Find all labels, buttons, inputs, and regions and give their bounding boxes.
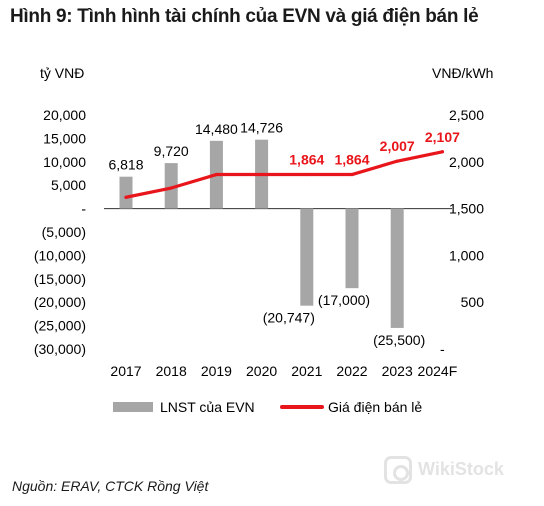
legend: LNST của EVN Giá điện bán lẻ [113,399,422,415]
line-series: 1,864 1,864 2,007 2,107 [124,129,460,199]
line-point [124,195,128,199]
right-tick-label: 1,000 [449,247,484,263]
x-tick-label: 2023 [382,363,413,379]
bar-data-label: 14,480 [195,121,238,137]
bar [345,208,359,289]
line-data-label: 1,864 [289,152,324,168]
bar-data-label: (17,000) [318,292,370,308]
right-tick-label: 2,000 [449,154,484,170]
bar-data-label: (20,747) [263,310,315,326]
watermark-text: WikiStock [418,458,504,479]
x-tick-label: 2020 [246,363,277,379]
line-point [440,150,444,154]
bar-data-label: 14,726 [240,120,283,136]
left-tick-label: (30,000) [34,341,86,357]
watermark: WikiStock [384,456,504,484]
line-data-label: 2,107 [425,129,460,145]
legend-line-label: Giá điện bán lẻ [328,399,422,415]
right-tick-label: 2,500 [449,107,484,123]
legend-bar-label: LNST của EVN [160,399,255,415]
right-tick-label: - [440,341,445,357]
line-point [305,172,309,177]
bar-data-label: (25,500) [373,332,425,348]
left-tick-label: - [81,201,86,217]
left-tick-label: (15,000) [34,271,86,287]
line-point [350,172,354,177]
x-tick-label: 2018 [156,363,187,379]
right-tick-label: 500 [461,294,485,310]
x-axis: 2017 2018 2019 2020 2021 2022 2023 2024F [110,363,457,379]
left-tick-label: (20,000) [34,294,86,310]
bar-data-label: 9,720 [154,143,189,159]
line-path [124,150,444,199]
line-data-label: 2,007 [380,138,415,154]
line-point [169,186,173,190]
left-axis: 20,000 15,000 10,000 5,000 - (5,000) (10,000) (… [34,107,86,357]
line-point [260,172,264,177]
bar-series: 6,818 9,720 14,480 14,726 (20,747)(17,000) (2… [108,120,425,348]
left-tick-label: (10,000) [34,247,86,263]
bar [390,208,404,328]
line-data-label: 1,864 [334,152,369,168]
left-axis-unit: tỷ VNĐ [40,65,84,81]
bar [119,176,133,209]
chart-title: Hình 9: Tình hình tài chính của EVN và g… [10,6,479,27]
x-tick-label: 2022 [336,363,367,379]
line-point [214,172,218,177]
source-note: Nguồn: ERAV, CTCK Rồng Việt [12,478,209,494]
x-tick-label: 2019 [201,363,232,379]
left-tick-label: (5,000) [42,224,86,240]
left-tick-label: (25,000) [34,318,86,334]
legend-bar-swatch [113,402,153,412]
bar [164,163,178,209]
right-tick-label: 1,500 [449,201,484,217]
left-tick-label: 10,000 [43,154,86,170]
right-axis: 2,500 2,000 1,500 1,000 500 - [440,107,484,357]
x-tick-label: 2024F [418,363,458,379]
bar-data-label: 6,818 [108,157,143,173]
left-tick-label: 15,000 [43,130,86,146]
line-point [395,159,399,163]
x-tick-label: 2021 [291,363,322,379]
left-tick-label: 20,000 [43,107,86,123]
right-axis-unit: VNĐ/kWh [432,65,493,81]
bar [300,208,314,306]
watermark-logo-icon [384,456,412,484]
left-tick-label: 5,000 [51,177,86,193]
x-tick-label: 2017 [110,363,141,379]
